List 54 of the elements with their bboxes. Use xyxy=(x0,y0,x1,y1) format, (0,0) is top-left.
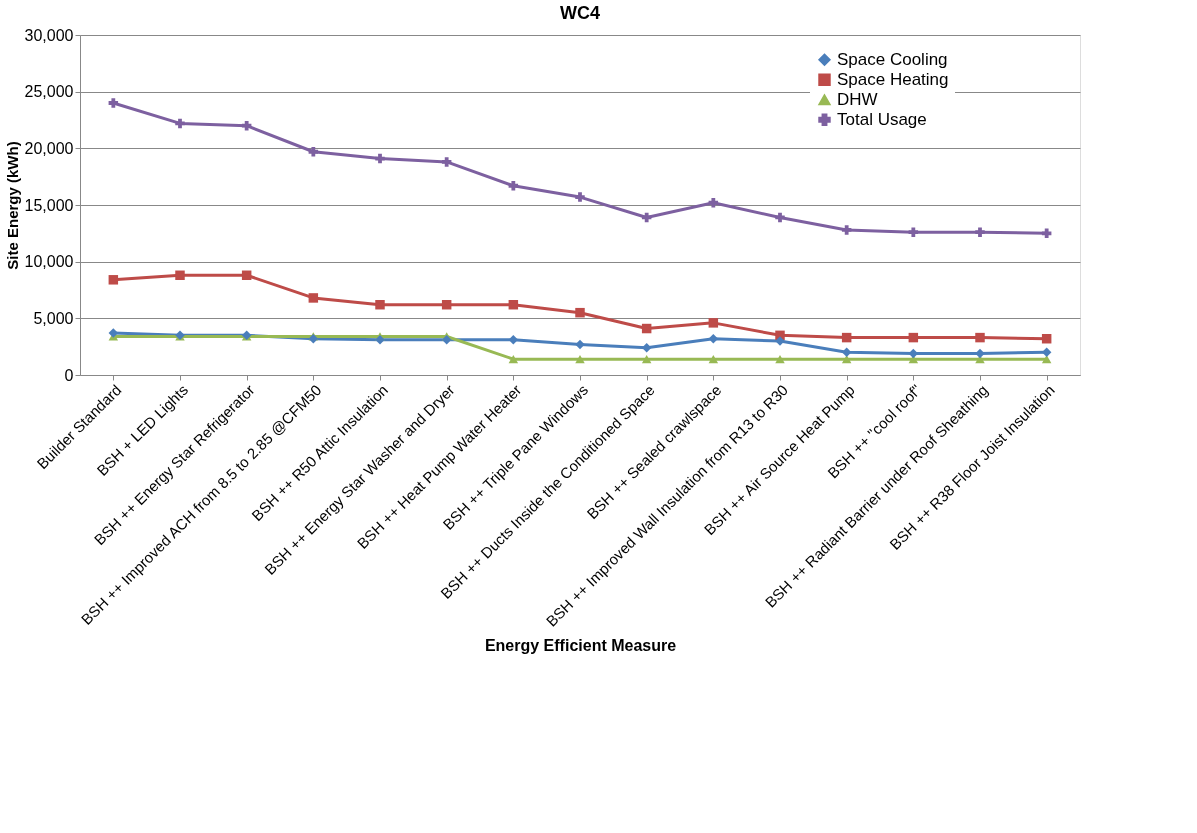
point xyxy=(708,197,719,208)
point xyxy=(1041,333,1052,344)
point xyxy=(575,339,585,350)
point xyxy=(708,355,719,364)
y-tick-label: 0 xyxy=(64,366,74,384)
legend-label: DHW xyxy=(837,89,878,109)
point xyxy=(1041,355,1052,364)
legend-label: Space Cooling xyxy=(837,49,948,69)
y-tick-label: 20,000 xyxy=(24,139,74,157)
point xyxy=(641,355,652,364)
point xyxy=(241,120,252,131)
point xyxy=(508,335,519,345)
point xyxy=(108,275,119,285)
point xyxy=(441,299,452,310)
point xyxy=(775,355,785,364)
legend-label: Space Heating xyxy=(837,69,949,89)
y-tick-label: 25,000 xyxy=(24,83,74,101)
point xyxy=(841,355,852,364)
point xyxy=(175,270,185,281)
point xyxy=(575,355,585,364)
point xyxy=(175,118,185,129)
point xyxy=(508,355,519,364)
point xyxy=(841,332,852,343)
point xyxy=(841,225,852,235)
point xyxy=(508,299,519,310)
y-tick-label: 15,000 xyxy=(24,196,74,214)
point xyxy=(908,227,919,237)
point xyxy=(375,153,385,164)
chart-title: WC4 xyxy=(560,3,600,23)
point xyxy=(241,270,252,281)
point xyxy=(975,348,985,359)
point xyxy=(975,227,985,237)
point xyxy=(375,299,385,310)
point xyxy=(441,335,452,345)
x-axis-title: Energy Efficient Measure xyxy=(484,636,677,654)
point xyxy=(575,192,585,202)
y-tick-label: 5,000 xyxy=(33,309,74,327)
point xyxy=(308,146,319,157)
point xyxy=(841,347,852,358)
point xyxy=(308,293,319,303)
point xyxy=(908,332,919,343)
point xyxy=(575,307,585,318)
point xyxy=(708,318,719,328)
legend-label: Total Usage xyxy=(837,109,927,129)
point xyxy=(108,98,119,108)
point xyxy=(508,180,519,191)
point xyxy=(641,323,652,334)
point xyxy=(441,157,452,167)
y-tick-label: 10,000 xyxy=(24,253,74,271)
point xyxy=(775,212,785,223)
point xyxy=(975,332,985,343)
y-tick-label: 30,000 xyxy=(24,26,74,44)
point xyxy=(1041,228,1052,239)
y-axis-title: Site Energy (kWh) xyxy=(3,141,21,270)
